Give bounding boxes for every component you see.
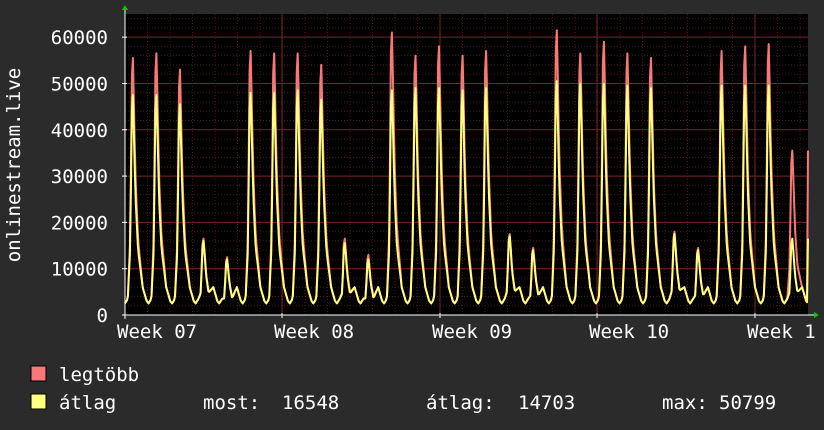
series-line-atlag	[124, 80, 809, 305]
x-tick-label: Week 07	[117, 321, 197, 343]
stat-max-value: 50799	[719, 392, 776, 414]
x-tick-label: Week 08	[274, 321, 354, 343]
y-axis-label: onlinestream.live	[3, 68, 25, 262]
y-tick-labels: 0 10000 20000 30000 40000 50000 60000	[51, 27, 108, 327]
stat-atlag-label: átlag:	[426, 392, 495, 414]
legend-label-legtobb: legtöbb	[59, 364, 139, 386]
y-tick-label: 10000	[51, 259, 108, 281]
y-tick-label: 50000	[51, 73, 108, 95]
y-tick-label: 40000	[51, 120, 108, 142]
series-layer	[124, 29, 809, 305]
stat-most-label: most:	[203, 392, 260, 414]
x-tick-label: Week 10	[589, 321, 669, 343]
y-tick-label: 20000	[51, 212, 108, 234]
x-tick-labels: Week 07 Week 08 Week 09 Week 10 Week 1	[117, 321, 816, 343]
stat-atlag-value: 14703	[518, 392, 575, 414]
axes	[122, 5, 819, 319]
y-axis-arrow	[122, 5, 128, 10]
y-tick-label: 0	[97, 305, 108, 327]
legend-swatch-legtobb	[30, 365, 47, 382]
legend: legtöbb átlag most: 16548 átlag: 14703 m…	[30, 364, 776, 414]
x-tick-label: Week 09	[432, 321, 512, 343]
stat-most-value: 16548	[282, 392, 339, 414]
plot-area	[125, 14, 808, 315]
x-tick-label: Week 1	[747, 321, 816, 343]
legend-swatch-atlag	[30, 393, 47, 410]
stat-max-label: max:	[662, 392, 708, 414]
legend-label-atlag: átlag	[59, 392, 116, 414]
y-tick-label: 30000	[51, 166, 108, 188]
y-tick-label: 60000	[51, 27, 108, 49]
x-axis-arrow	[814, 312, 819, 318]
